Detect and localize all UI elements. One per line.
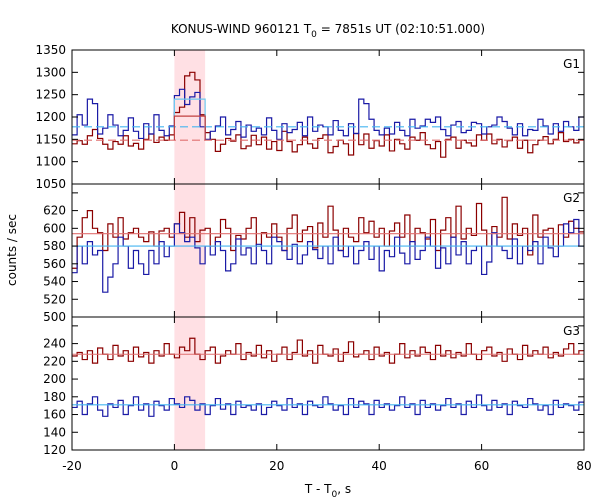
x-tick-label: 0 (171, 459, 179, 473)
plot-layer: 1050110011501200125013001350G15005205405… (35, 43, 591, 473)
y-tick-label: 1250 (35, 88, 66, 102)
y-tick-label: 1300 (35, 65, 66, 79)
rebinned-blue-g1 (173, 98, 206, 127)
y-axis-label: counts / sec (5, 214, 19, 286)
y-tick-label: 1200 (35, 110, 66, 124)
y-tick-label: 520 (43, 292, 66, 306)
y-tick-label: 500 (43, 310, 66, 324)
y-tick-label: 540 (43, 275, 66, 289)
x-tick-label: -20 (62, 459, 82, 473)
x-tick-label: 40 (372, 459, 387, 473)
y-tick-label: 220 (43, 354, 66, 368)
panel-g2: 500 520 540 560 580 600 620 G2 (43, 183, 585, 324)
series-blue-g1 (72, 88, 584, 140)
y-tick-label: 1100 (35, 155, 66, 169)
series-blue-g2 (72, 218, 584, 293)
panel-g3: 120 140 160 180 200 220 240 G3 (43, 316, 585, 457)
y-tick-label: 180 (43, 390, 66, 404)
y-tick-label: 160 (43, 408, 66, 422)
series-red-g3 (72, 337, 584, 364)
x-axis-label-rest: , s (337, 482, 351, 496)
panel-g1: 1050 1100 1150 1200 1250 1300 1350 G1 (35, 43, 585, 191)
x-axis-label-main: T - T (304, 482, 332, 496)
x-axis-label: T - T0, s (304, 482, 351, 500)
x-tick-label: 20 (269, 459, 284, 473)
y-tick-label: 140 (43, 425, 66, 439)
y-tick-label: 1350 (35, 43, 66, 57)
panel-label-g1: G1 (563, 57, 580, 71)
chart-title-main: KONUS-WIND 960121 T (171, 22, 312, 36)
y-tick-label: 1050 (35, 177, 66, 191)
y-tick-label: 200 (43, 372, 66, 386)
series-red-g1 (72, 71, 584, 158)
chart-title-sub: 0 (311, 30, 317, 40)
panel-frame-g3 (71, 316, 585, 451)
y-tick-label: 240 (43, 337, 66, 351)
y-tick-label: 600 (43, 221, 66, 235)
chart-title-rest: = 7851s UT (02:10:51.000) (317, 22, 485, 36)
panel-label-g3: G3 (563, 324, 580, 338)
y-tick-label: 120 (43, 443, 66, 457)
x-tick-label: 80 (576, 459, 591, 473)
rebinned-red-g1 (173, 115, 206, 141)
panel-frame-g1 (71, 49, 585, 185)
y-tick-label: 1150 (35, 132, 66, 146)
x-axis-label-sub: 0 (332, 490, 338, 500)
y-tick-label: 580 (43, 239, 66, 253)
panel-label-g2: G2 (563, 191, 580, 205)
x-tick-label: 60 (474, 459, 489, 473)
y-tick-label: 560 (43, 257, 66, 271)
chart-title: KONUS-WIND 960121 T0 = 7851s UT (02:10:5… (171, 22, 485, 40)
y-tick-label: 620 (43, 204, 66, 218)
series-blue-g3 (72, 394, 584, 417)
